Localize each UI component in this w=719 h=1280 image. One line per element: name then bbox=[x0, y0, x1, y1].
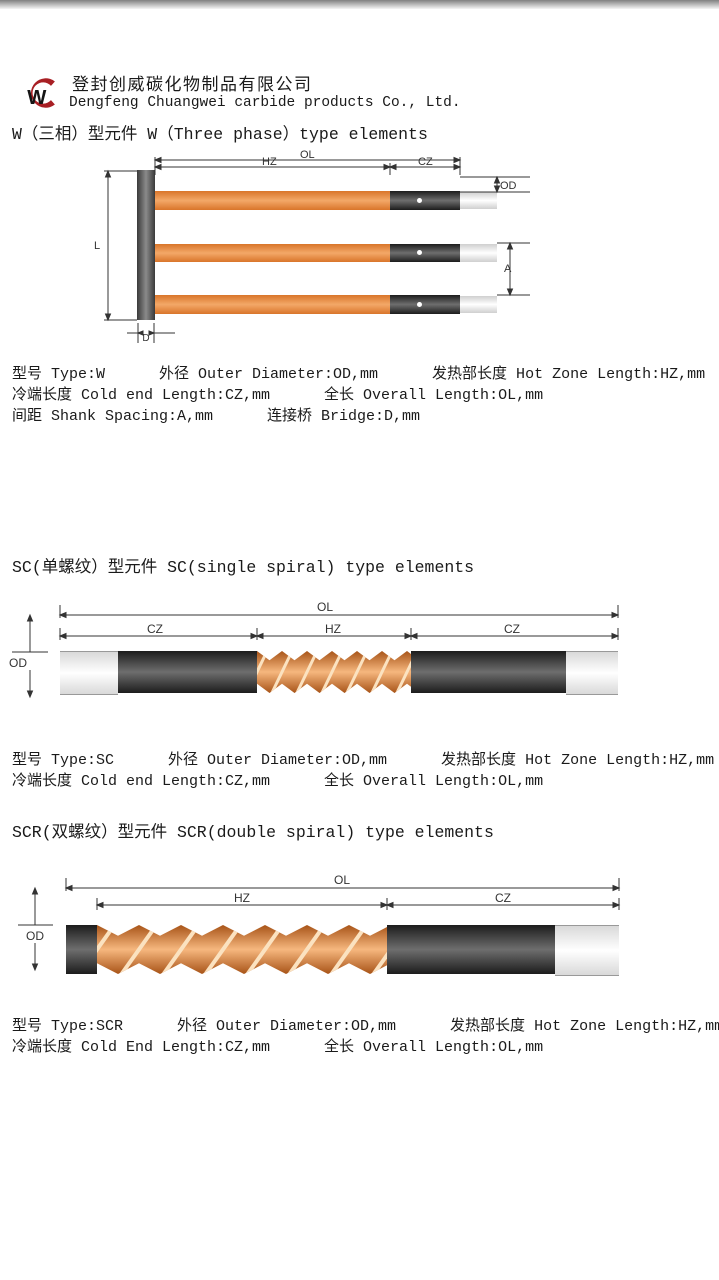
svg-text:CZ: CZ bbox=[495, 891, 511, 905]
svg-text:OD: OD bbox=[26, 929, 44, 943]
svg-text:OL: OL bbox=[334, 873, 350, 887]
svg-text:HZ: HZ bbox=[234, 891, 250, 905]
